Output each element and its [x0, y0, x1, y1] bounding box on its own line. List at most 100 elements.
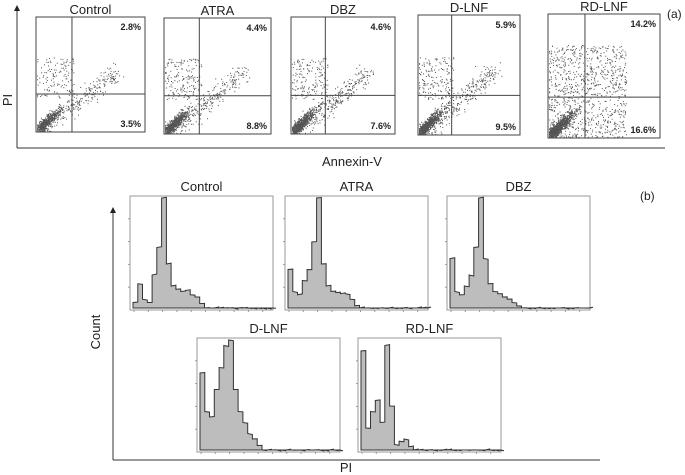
data-point: [165, 132, 167, 134]
data-point: [193, 88, 195, 89]
data-point: [53, 69, 55, 71]
data-point: [318, 76, 320, 78]
data-point: [440, 122, 442, 124]
data-point: [166, 98, 168, 100]
data-point: [430, 118, 432, 119]
data-point: [419, 133, 420, 135]
data-point: [178, 116, 180, 118]
data-point: [469, 96, 471, 97]
data-point: [583, 75, 584, 77]
data-point: [234, 79, 236, 81]
data-point: [62, 59, 64, 61]
data-point: [432, 118, 434, 120]
data-point: [437, 109, 439, 111]
data-point: [573, 71, 575, 73]
data-point: [312, 122, 314, 124]
data-point: [318, 113, 320, 115]
data-point: [181, 117, 183, 119]
data-point: [302, 123, 303, 124]
data-point: [331, 97, 333, 99]
data-point: [359, 78, 361, 80]
data-point: [590, 68, 592, 70]
data-point: [310, 118, 312, 120]
data-point: [295, 126, 296, 128]
data-point: [440, 113, 442, 115]
data-point: [564, 98, 565, 100]
data-point: [442, 123, 444, 125]
data-point: [188, 90, 190, 92]
data-point: [564, 56, 566, 58]
data-point: [307, 126, 308, 128]
data-point: [445, 78, 447, 80]
data-point: [302, 122, 304, 124]
data-point: [307, 93, 309, 95]
data-point: [435, 111, 437, 113]
data-point: [438, 69, 440, 71]
data-point: [549, 106, 551, 108]
data-point: [247, 69, 249, 71]
data-point: [313, 91, 315, 93]
data-point: [428, 98, 430, 100]
data-point: [423, 62, 425, 64]
data-point: [315, 79, 317, 81]
data-point: [222, 81, 224, 83]
data-point: [428, 63, 430, 65]
data-point: [186, 107, 188, 109]
data-point: [431, 122, 433, 124]
data-point: [296, 131, 298, 133]
data-point: [301, 74, 303, 76]
data-point: [436, 121, 438, 123]
data-point: [335, 107, 337, 108]
data-point: [184, 88, 185, 90]
data-point: [39, 130, 41, 132]
data-point: [300, 71, 302, 73]
data-point: [604, 101, 606, 102]
data-point: [444, 109, 445, 110]
data-point: [451, 96, 453, 98]
data-point: [422, 87, 424, 89]
data-point: [311, 70, 313, 72]
data-point: [69, 62, 71, 64]
data-point: [45, 125, 47, 127]
data-point: [301, 87, 303, 89]
data-point: [309, 125, 311, 126]
data-point: [306, 124, 308, 126]
data-point: [423, 130, 425, 132]
data-point: [98, 79, 99, 81]
data-point: [177, 93, 179, 94]
data-point: [315, 116, 317, 118]
data-point: [487, 80, 489, 82]
data-point: [617, 110, 619, 112]
data-point: [175, 115, 177, 117]
data-point: [185, 77, 187, 79]
data-point: [472, 79, 474, 81]
data-point: [476, 80, 478, 82]
data-point: [477, 88, 479, 90]
data-point: [569, 97, 571, 99]
data-point: [74, 104, 76, 106]
data-point: [299, 122, 301, 124]
data-point: [430, 96, 432, 98]
data-point: [421, 121, 423, 123]
data-point: [173, 129, 175, 131]
data-point: [606, 122, 608, 124]
data-point: [571, 98, 573, 99]
data-point: [73, 84, 75, 85]
data-point: [421, 127, 423, 129]
data-point: [434, 116, 436, 118]
data-point: [587, 48, 589, 50]
data-point: [44, 129, 45, 131]
data-point: [68, 94, 70, 96]
data-point: [307, 121, 309, 123]
data-point: [578, 63, 580, 65]
data-point: [422, 133, 424, 135]
data-point: [292, 129, 294, 131]
data-point: [43, 119, 45, 121]
data-point: [311, 110, 312, 112]
data-point: [579, 105, 581, 106]
data-point: [93, 84, 95, 86]
data-point: [115, 81, 117, 83]
data-point: [188, 105, 190, 107]
data-point: [113, 76, 115, 77]
data-point: [189, 111, 190, 113]
